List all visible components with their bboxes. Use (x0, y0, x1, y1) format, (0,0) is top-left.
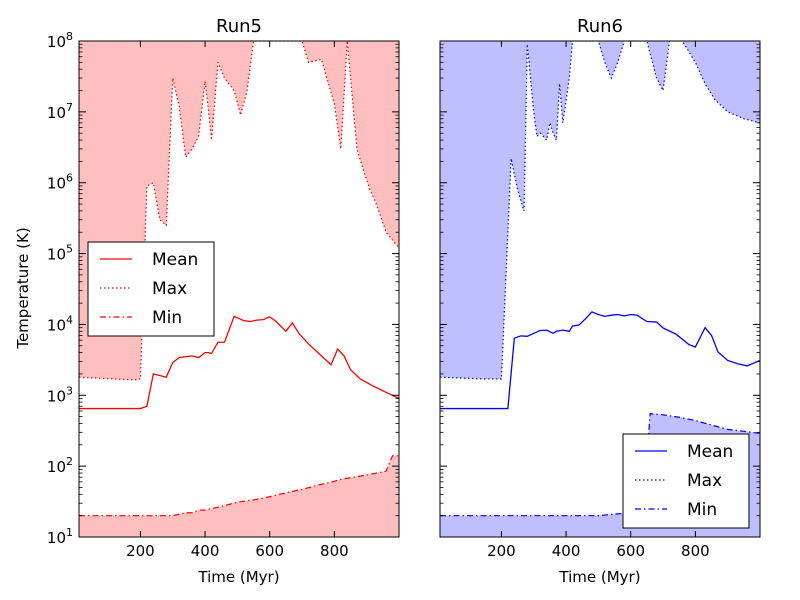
legend-label-mean: Mean (152, 250, 198, 270)
y-axis-label: Temperature (K) (14, 227, 32, 349)
min-shaded-region (79, 455, 399, 537)
axes-frame (439, 40, 761, 538)
y-tick-label: 101 (47, 526, 73, 547)
panel-2: 200 400 600 800 Run6 Time (Myr) Mean Max Min (439, 16, 761, 586)
y-tick-label: 107 (47, 101, 73, 122)
series-line-min (79, 455, 399, 517)
panel-1: 200 400 600 800 101 102 103 104 105 106 107 108 Run5… (47, 16, 400, 586)
x-tick-label: 600 (255, 542, 284, 560)
y-tick-label: 108 (47, 30, 73, 51)
x-tick-label: 200 (487, 542, 516, 560)
legend-label-max: Max (687, 471, 722, 491)
axes-frame (78, 40, 400, 538)
plot-area (79, 41, 399, 537)
legend-box (622, 433, 750, 529)
max-shaded-region (79, 41, 399, 380)
y-tick-label: 103 (47, 384, 73, 405)
legend-label-min: Min (152, 308, 182, 328)
y-tick-label: 105 (47, 243, 73, 264)
series-line-max (79, 41, 399, 381)
legend-label-max: Max (152, 279, 187, 299)
legend-label-min: Min (687, 500, 717, 520)
series-line-mean (79, 315, 399, 410)
x-tick-label: 200 (126, 542, 155, 560)
legend: Mean Max Min (622, 433, 750, 529)
panel-title: Run5 (216, 16, 262, 37)
x-tick-label: 800 (320, 542, 349, 560)
series-line-mean (440, 311, 760, 410)
x-tick-label: 600 (616, 542, 645, 560)
series-line-max (440, 41, 760, 380)
x-tick-label: 800 (681, 542, 710, 560)
panel-title: Run6 (577, 16, 623, 37)
x-tick-label: 400 (191, 542, 220, 560)
x-axis-label: Time (Myr) (197, 568, 279, 586)
max-shaded-region (440, 41, 760, 379)
y-tick-label: 102 (47, 455, 73, 476)
legend-label-mean: Mean (687, 442, 733, 462)
x-tick-label: 400 (552, 542, 581, 560)
legend-box (87, 241, 215, 337)
legend: Mean Max Min (87, 241, 215, 337)
x-axis-label: Time (Myr) (558, 568, 640, 586)
y-tick-label: 104 (47, 313, 73, 334)
y-tick-label: 106 (47, 172, 73, 193)
